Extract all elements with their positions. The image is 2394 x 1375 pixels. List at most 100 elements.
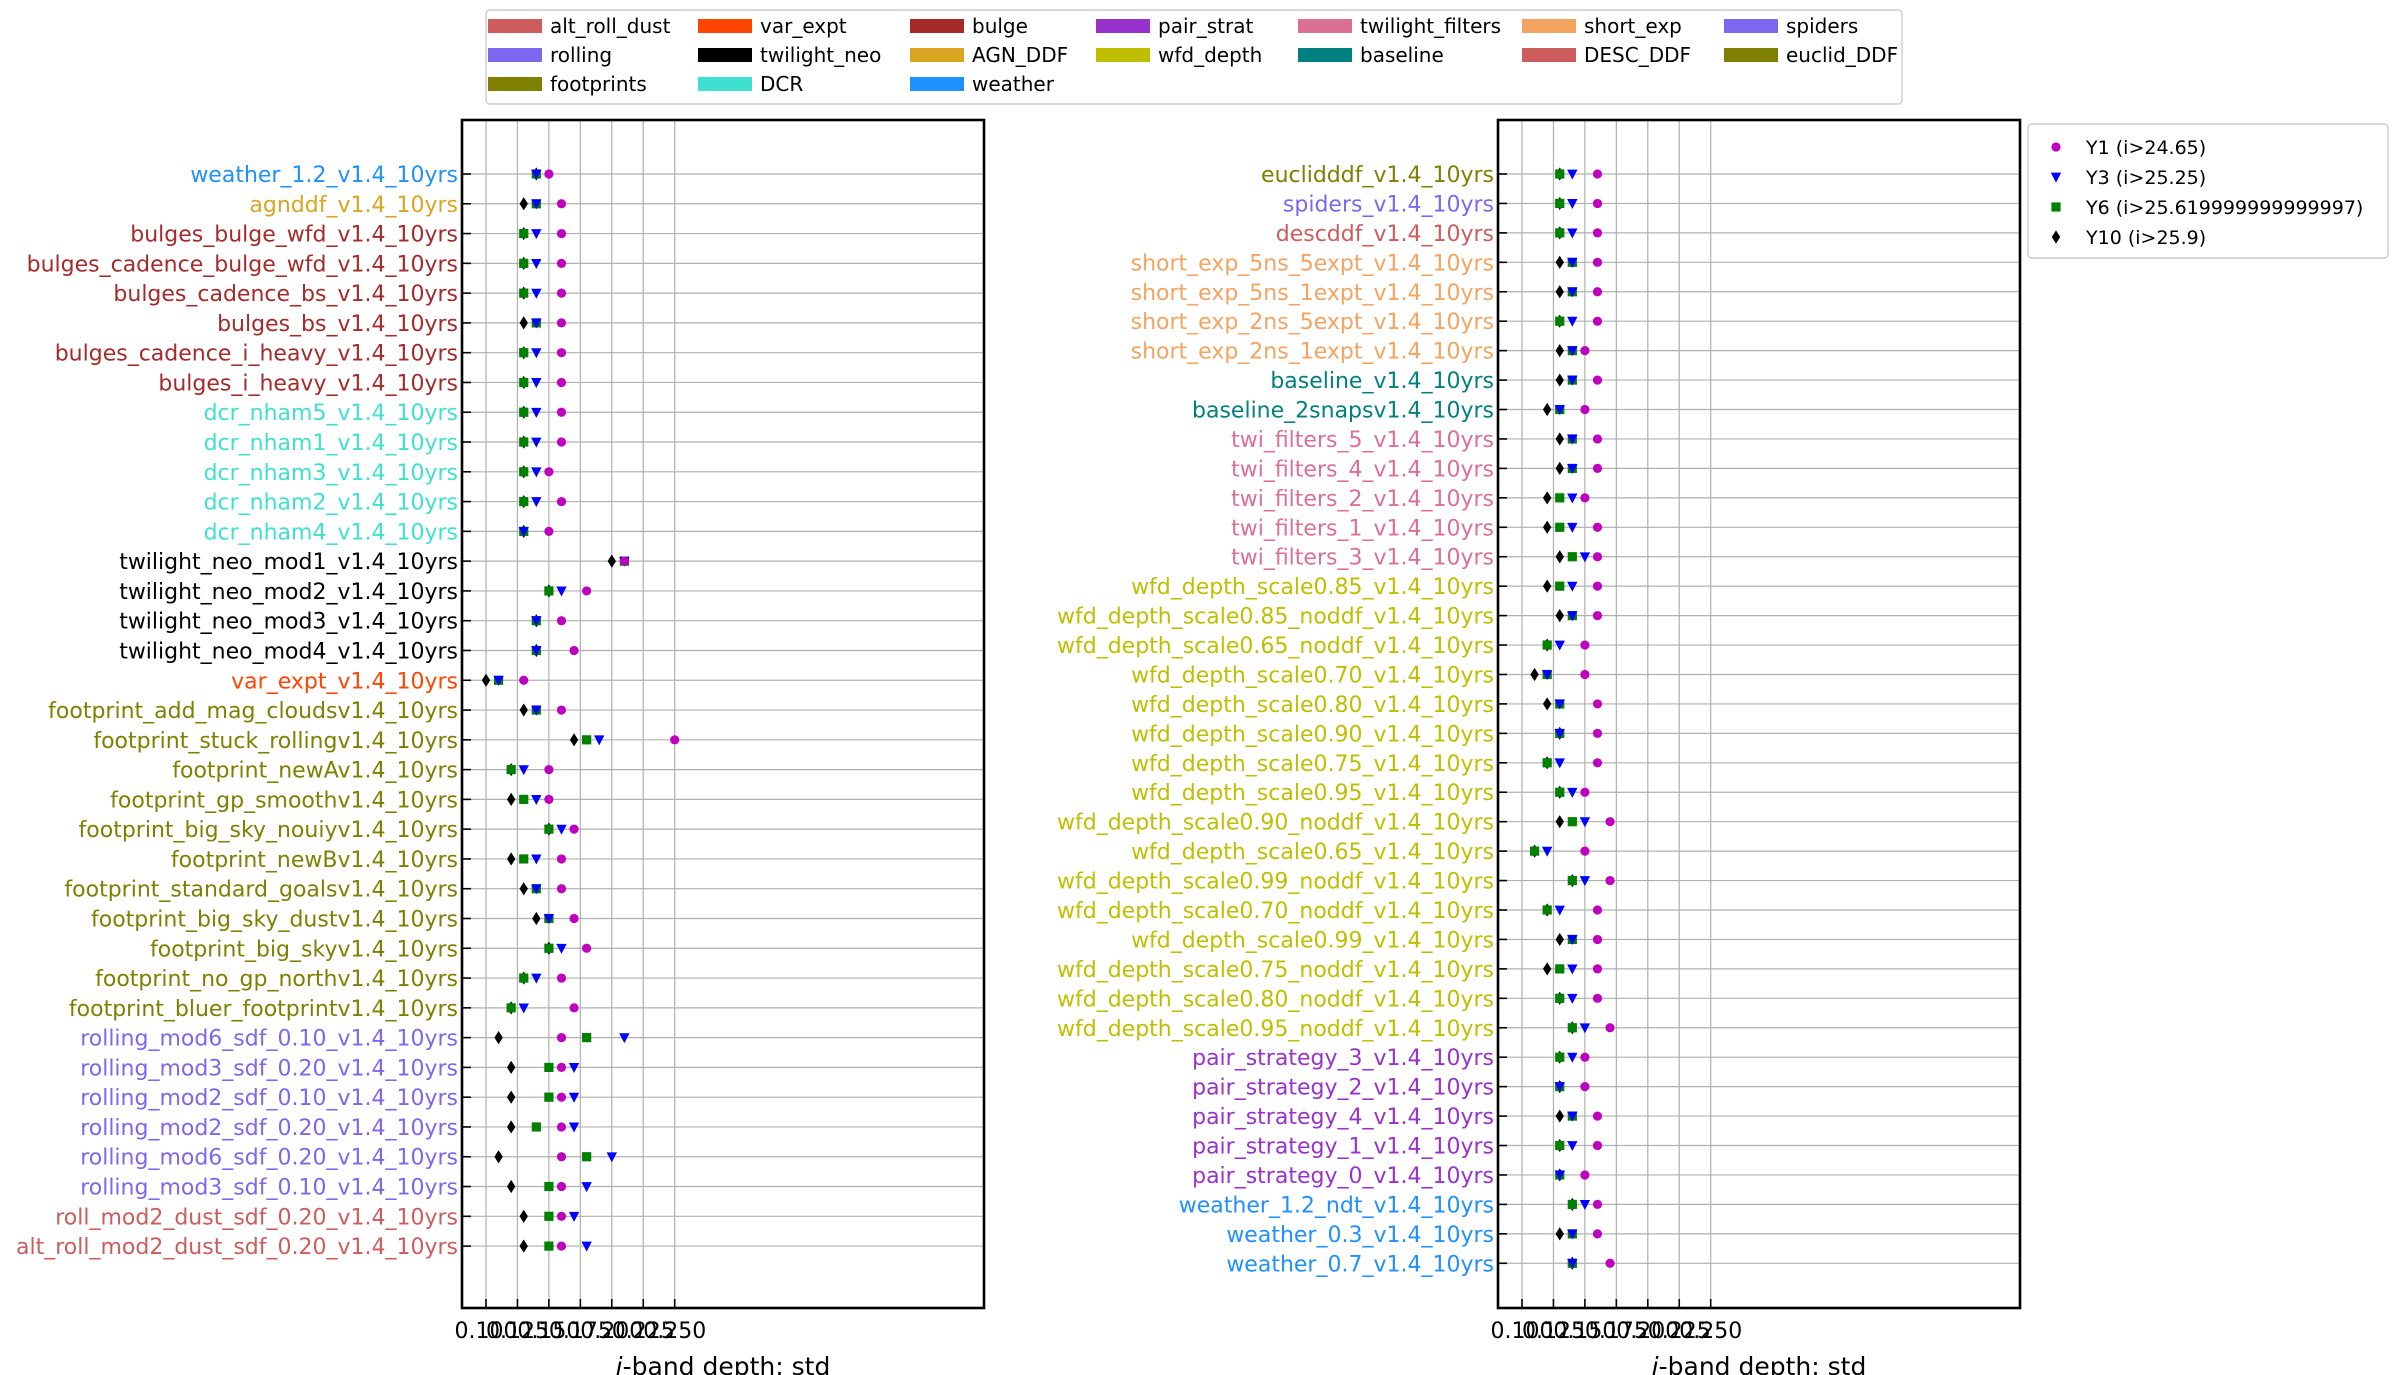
legend-label-var-expt: var_expt <box>760 14 847 38</box>
point-y6 <box>544 1092 554 1102</box>
point-y1 <box>1592 522 1603 532</box>
point-y6 <box>506 1003 516 1013</box>
point-y10 <box>1542 402 1552 417</box>
legend-label-twilight-filters: twilight_filters <box>1360 14 1501 38</box>
point-y3 <box>531 378 542 389</box>
point-y3 <box>1541 670 1553 681</box>
point-y1 <box>556 1092 567 1102</box>
point-y1 <box>1592 316 1603 326</box>
x-tick-label: 0.100 <box>455 1319 518 1344</box>
point-y6 <box>1555 1052 1565 1062</box>
legend-label-pair-strat: pair_strat <box>1158 14 1253 38</box>
x-tick-label: 0.200 <box>1616 1319 1679 1344</box>
legend-swatch-bulge <box>910 19 964 33</box>
point-y10 <box>519 882 528 896</box>
point-y1 <box>556 1122 567 1132</box>
point-y3 <box>531 973 542 984</box>
y-tick-label: footprint_stuck_rollingv1.4_10yrs <box>93 729 458 754</box>
point-y1 <box>544 794 554 804</box>
point-y6 <box>519 854 529 864</box>
point-y3 <box>531 318 542 329</box>
point-y3 <box>1579 876 1591 887</box>
y-tick-label: footprint_gp_smoothv1.4_10yrs <box>110 788 458 813</box>
point-y10 <box>506 1179 516 1194</box>
point-y3 <box>1567 493 1578 504</box>
point-y1 <box>1580 404 1590 415</box>
y-tick-label: weather_0.3_v1.4_10yrs <box>1226 1223 1494 1248</box>
legend-marker-y1 <box>2051 142 2061 152</box>
point-y1 <box>569 645 579 656</box>
point-y6 <box>1555 169 1565 179</box>
legend-label-short-exp: short_exp <box>1584 14 1682 38</box>
legend-label-y10: Y10 (i>25.9) <box>2085 227 2206 249</box>
point-y3 <box>1567 287 1578 298</box>
x-tick-label: 0.250 <box>643 1319 706 1344</box>
legend-swatch-short-exp <box>1522 19 1576 33</box>
y-tick-label: bulges_bulge_wfd_v1.4_10yrs <box>130 223 458 248</box>
y-tick-label: wfd_depth_scale0.65_noddf_v1.4_10yrs <box>1057 634 1494 659</box>
y-tick-label: weather_1.2_ndt_v1.4_10yrs <box>1179 1193 1494 1218</box>
legend-swatch-wfd-depth <box>1096 48 1150 62</box>
point-y6 <box>544 1241 554 1251</box>
y-tick-label: rolling_mod3_sdf_0.20_v1.4_10yrs <box>80 1056 458 1081</box>
point-y3 <box>531 794 542 805</box>
point-y1 <box>556 1062 567 1072</box>
legend-label-y3: Y3 (i>25.25) <box>2085 167 2206 189</box>
point-y3 <box>1567 169 1578 180</box>
family-legend: alt_roll_dust var_expt bulge pair_strat twil… <box>485 9 1903 105</box>
y-tick-label: footprint_standard_goalsv1.4_10yrs <box>64 878 458 903</box>
point-y3 <box>568 1092 580 1103</box>
point-y10 <box>1555 285 1564 299</box>
y-tick-label: wfd_depth_scale0.90_v1.4_10yrs <box>1131 722 1494 747</box>
point-y1 <box>556 1211 567 1221</box>
point-y3 <box>531 169 542 180</box>
legend-swatch-spiders <box>1724 19 1778 33</box>
point-y10 <box>1555 432 1564 446</box>
point-y6 <box>582 735 592 745</box>
point-y1 <box>556 973 567 983</box>
legend-label-desc-ddf: DESC_DDF <box>1584 43 1691 67</box>
point-y10 <box>506 852 516 866</box>
point-y3 <box>518 765 529 776</box>
y-tick-label: wfd_depth_scale0.75_v1.4_10yrs <box>1131 752 1494 777</box>
point-y1 <box>556 318 567 328</box>
point-y10 <box>1555 550 1564 564</box>
y-tick-label: twilight_neo_mod1_v1.4_10yrs <box>119 550 458 575</box>
y-tick-label: wfd_depth_scale0.95_noddf_v1.4_10yrs <box>1057 1017 1494 1042</box>
point-y3 <box>568 1211 580 1222</box>
point-y10 <box>1542 697 1552 711</box>
point-y3 <box>1567 464 1578 474</box>
legend-label-twilight-neo: twilight_neo <box>760 43 881 67</box>
point-y1 <box>1580 346 1590 356</box>
point-y1 <box>582 586 592 596</box>
point-y10 <box>481 673 491 687</box>
legend-swatch-euclid-ddf <box>1724 48 1778 62</box>
family-legend-frame <box>485 9 1903 105</box>
point-y1 <box>544 526 554 536</box>
point-y1 <box>1605 1023 1615 1033</box>
point-y6 <box>544 586 554 596</box>
y-tick-label: twilight_neo_mod4_v1.4_10yrs <box>119 639 458 664</box>
y-tick-label: short_exp_2ns_1expt_v1.4_10yrs <box>1131 340 1494 365</box>
point-y10 <box>1555 932 1564 947</box>
y-tick-label: euclidddf_v1.4_10yrs <box>1261 163 1494 188</box>
y-tick-label: wfd_depth_scale0.65_v1.4_10yrs <box>1131 840 1494 865</box>
point-y3 <box>1554 758 1565 769</box>
point-y3 <box>1567 346 1578 357</box>
y-tick-label: rolling_mod3_sdf_0.10_v1.4_10yrs <box>80 1176 458 1201</box>
y-tick-label: rolling_mod6_sdf_0.20_v1.4_10yrs <box>80 1146 458 1171</box>
point-y3 <box>1554 405 1565 416</box>
point-y6 <box>519 377 529 388</box>
point-y3 <box>1567 935 1578 946</box>
y-tick-label: dcr_nham2_v1.4_10yrs <box>204 491 458 516</box>
axes-frame <box>1496 118 2022 1310</box>
point-y1 <box>556 407 567 417</box>
x-axis-label: i-band depth: std <box>1652 1352 1867 1375</box>
point-y1 <box>556 496 567 507</box>
point-y6 <box>582 1033 592 1043</box>
point-y6 <box>1555 522 1565 532</box>
point-y1 <box>1592 758 1603 768</box>
legend-label-alt-roll-dust: alt_roll_dust <box>550 14 671 38</box>
